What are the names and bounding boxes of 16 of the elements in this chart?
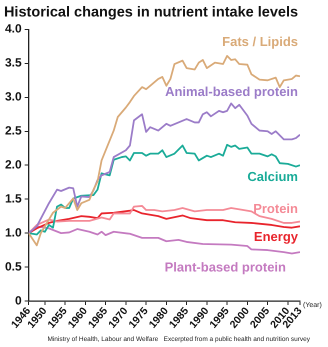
y-tick-label: 0.5 <box>4 259 22 274</box>
y-tick-label: 2.5 <box>4 124 22 138</box>
y-tick-label: 0 <box>14 293 22 308</box>
series-label: Calcium <box>247 168 298 184</box>
y-tick-label: 4.0 <box>4 22 22 36</box>
chart-title: Historical changes in nutrient intake levels <box>4 4 298 21</box>
y-tick-label: 2.0 <box>4 158 22 172</box>
y-tick-label: 1.5 <box>4 191 22 206</box>
y-tick-label: 3.5 <box>4 56 22 70</box>
y-tick-label: 1.0 <box>4 225 22 240</box>
series-label: Animal-based protein <box>165 84 298 100</box>
series-label: Plant-based protein <box>164 260 286 275</box>
series-label: Energy <box>254 228 299 244</box>
y-tick-label: 3.0 <box>4 90 22 104</box>
series-label: Protein <box>253 201 298 216</box>
series-label: Fats / Lipids <box>222 34 298 49</box>
